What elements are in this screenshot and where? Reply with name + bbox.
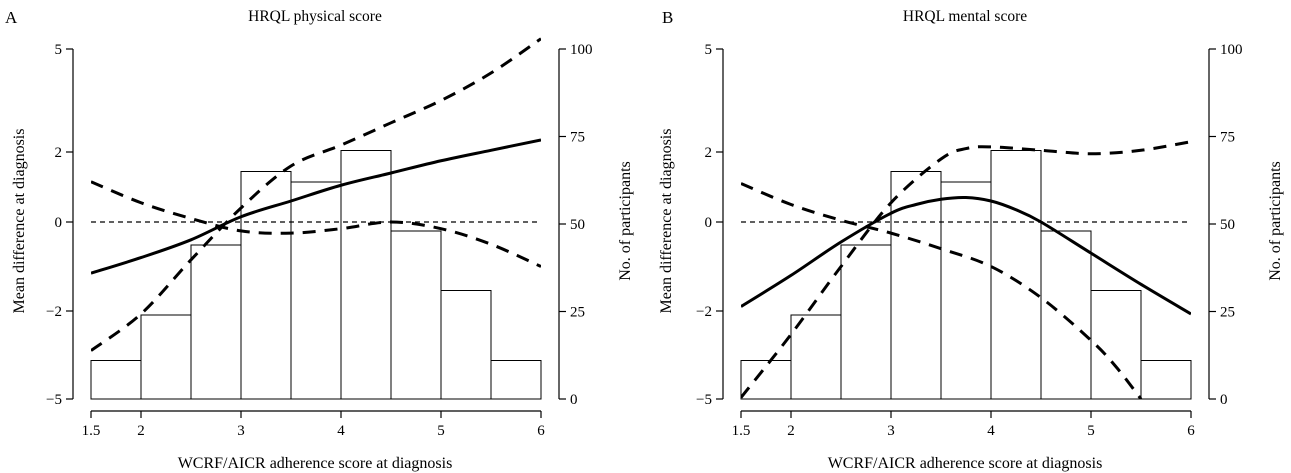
- y-tick-label: 5: [55, 42, 63, 58]
- histogram-bar: [290, 181, 342, 400]
- y-tick-label: 5: [705, 42, 713, 58]
- histogram-bar: [740, 360, 792, 400]
- panel-b: B HRQL mental score WCRF/AICR adherence …: [658, 8, 1284, 472]
- x-axis-title: WCRF/AICR adherence score at diagnosis: [828, 455, 1103, 472]
- y2-tick-label: 75: [1220, 130, 1235, 146]
- histogram-bar: [90, 360, 142, 400]
- y-axis-title: Mean difference at diagnosis: [658, 129, 675, 314]
- series-line-estimate: [91, 138, 541, 275]
- histogram-bar: [840, 244, 892, 400]
- histogram-bar: [1040, 230, 1092, 400]
- histogram-bar: [490, 360, 542, 400]
- y2-tick-label: 100: [1220, 42, 1243, 58]
- series-line-lower-ci: [91, 180, 541, 268]
- y2-tick-label: 100: [570, 42, 593, 58]
- series-layer: [91, 37, 541, 352]
- x-tick-label: 6: [537, 423, 545, 439]
- y-tick-label: 0: [55, 215, 63, 231]
- histogram-bar: [940, 181, 992, 400]
- x-tick-label: 4: [337, 423, 345, 439]
- y2-tick-label: 50: [1220, 217, 1235, 233]
- y-axis-title: Mean difference at diagnosis: [11, 129, 28, 314]
- histogram-bar: [240, 171, 292, 400]
- chart-title: HRQL physical score: [248, 8, 382, 25]
- x-axis-title: WCRF/AICR adherence score at diagnosis: [178, 455, 453, 472]
- x-tick-label: 5: [437, 423, 445, 439]
- chart-title: HRQL mental score: [903, 8, 1027, 25]
- y2-tick-label: 25: [1220, 305, 1235, 321]
- y2-tick-label: 0: [570, 392, 578, 408]
- histogram-bar: [390, 230, 442, 400]
- y-tick-label: −2: [696, 304, 712, 320]
- panel-letter: A: [5, 8, 18, 27]
- y-tick-label: −2: [46, 304, 62, 320]
- histogram-bar: [340, 150, 392, 400]
- x-tick-label: 4: [987, 423, 995, 439]
- y-tick-label: 2: [705, 145, 713, 161]
- series-line-upper-ci: [91, 37, 541, 352]
- y-tick-label: 2: [55, 145, 63, 161]
- panel-a: A HRQL physical score WCRF/AICR adherenc…: [5, 8, 634, 472]
- histogram-bar: [790, 314, 842, 400]
- x-tick-label: 1.5: [82, 423, 101, 439]
- y2-axis-title: No. of participants: [617, 161, 634, 281]
- y-tick-label: 0: [705, 215, 713, 231]
- x-tick-label: 3: [887, 423, 895, 439]
- histogram-bar: [190, 244, 242, 400]
- panel-letter: B: [662, 8, 673, 27]
- histogram-bar: [990, 150, 1042, 400]
- y2-tick-label: 50: [570, 217, 585, 233]
- series-layer: [741, 140, 1191, 399]
- y2-tick-label: 0: [1220, 392, 1228, 408]
- x-tick-label: 2: [137, 423, 145, 439]
- y2-tick-label: 25: [570, 305, 585, 321]
- x-tick-label: 1.5: [732, 423, 751, 439]
- y2-tick-label: 75: [570, 130, 585, 146]
- histogram: [90, 150, 542, 400]
- histogram-bar: [1140, 360, 1192, 400]
- histogram-bar: [440, 290, 492, 400]
- y-tick-label: −5: [696, 392, 712, 408]
- y-tick-label: −5: [46, 392, 62, 408]
- series-line-lower-ci: [741, 182, 1143, 399]
- x-tick-label: 3: [237, 423, 245, 439]
- histogram-bar: [1090, 290, 1142, 400]
- x-tick-label: 5: [1087, 423, 1095, 439]
- y2-axis-title: No. of participants: [1267, 161, 1284, 281]
- series-line-estimate: [741, 195, 1191, 316]
- x-tick-label: 6: [1187, 423, 1195, 439]
- x-tick-label: 2: [787, 423, 795, 439]
- histogram-bar: [140, 314, 192, 400]
- series-line-upper-ci: [741, 140, 1191, 399]
